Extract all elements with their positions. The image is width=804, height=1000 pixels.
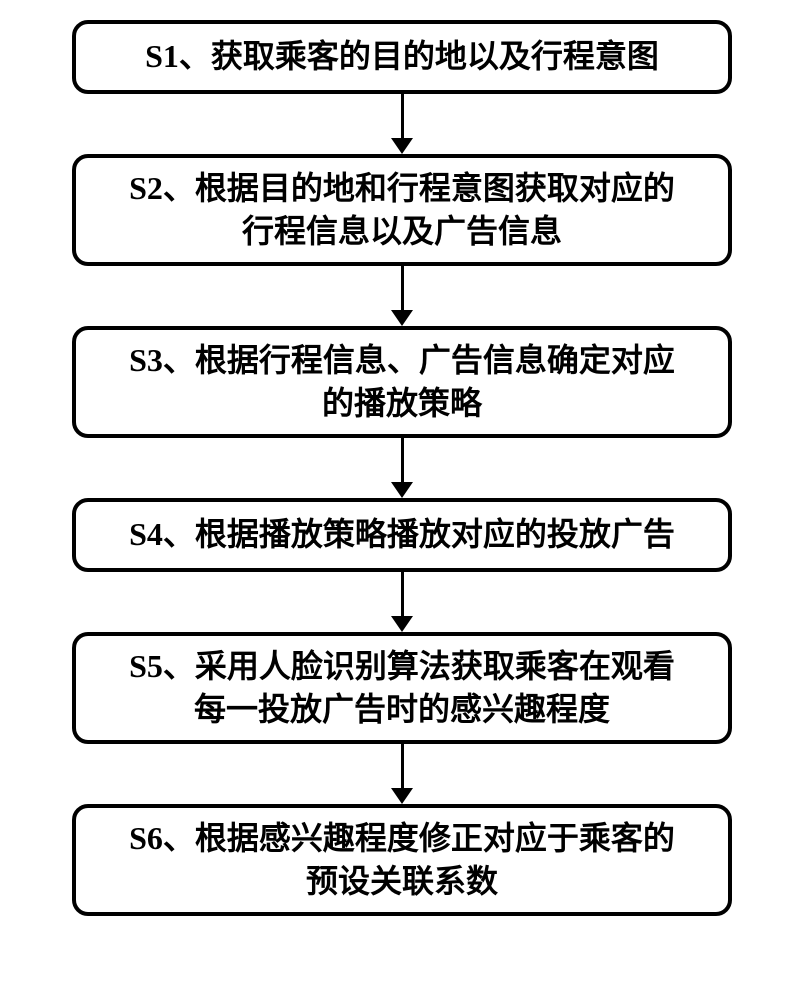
arrow-head-icon — [391, 310, 413, 326]
arrow-line — [401, 266, 404, 310]
flow-node-s4: S4、根据播放策略播放对应的投放广告 — [72, 498, 732, 572]
flow-arrow — [391, 94, 413, 154]
flow-node-label: S4、根据播放策略播放对应的投放广告 — [129, 513, 675, 556]
flow-arrow — [391, 438, 413, 498]
arrow-head-icon — [391, 616, 413, 632]
flow-node-s1: S1、获取乘客的目的地以及行程意图 — [72, 20, 732, 94]
arrow-head-icon — [391, 482, 413, 498]
flow-node-label: S5、采用人脸识别算法获取乘客在观看每一投放广告时的感兴趣程度 — [129, 645, 675, 731]
flowchart-container: S1、获取乘客的目的地以及行程意图 S2、根据目的地和行程意图获取对应的行程信息… — [0, 0, 804, 1000]
flow-node-label: S6、根据感兴趣程度修正对应于乘客的预设关联系数 — [129, 817, 675, 903]
arrow-line — [401, 94, 404, 138]
arrow-line — [401, 744, 404, 788]
flow-node-s6: S6、根据感兴趣程度修正对应于乘客的预设关联系数 — [72, 804, 732, 916]
flow-node-s5: S5、采用人脸识别算法获取乘客在观看每一投放广告时的感兴趣程度 — [72, 632, 732, 744]
flow-node-label: S2、根据目的地和行程意图获取对应的行程信息以及广告信息 — [129, 167, 675, 253]
flow-node-s3: S3、根据行程信息、广告信息确定对应的播放策略 — [72, 326, 732, 438]
flow-node-s2: S2、根据目的地和行程意图获取对应的行程信息以及广告信息 — [72, 154, 732, 266]
arrow-head-icon — [391, 788, 413, 804]
arrow-line — [401, 438, 404, 482]
flow-arrow — [391, 744, 413, 804]
flow-arrow — [391, 572, 413, 632]
flow-arrow — [391, 266, 413, 326]
arrow-head-icon — [391, 138, 413, 154]
flow-node-label: S1、获取乘客的目的地以及行程意图 — [145, 35, 659, 78]
flow-node-label: S3、根据行程信息、广告信息确定对应的播放策略 — [129, 339, 675, 425]
arrow-line — [401, 572, 404, 616]
